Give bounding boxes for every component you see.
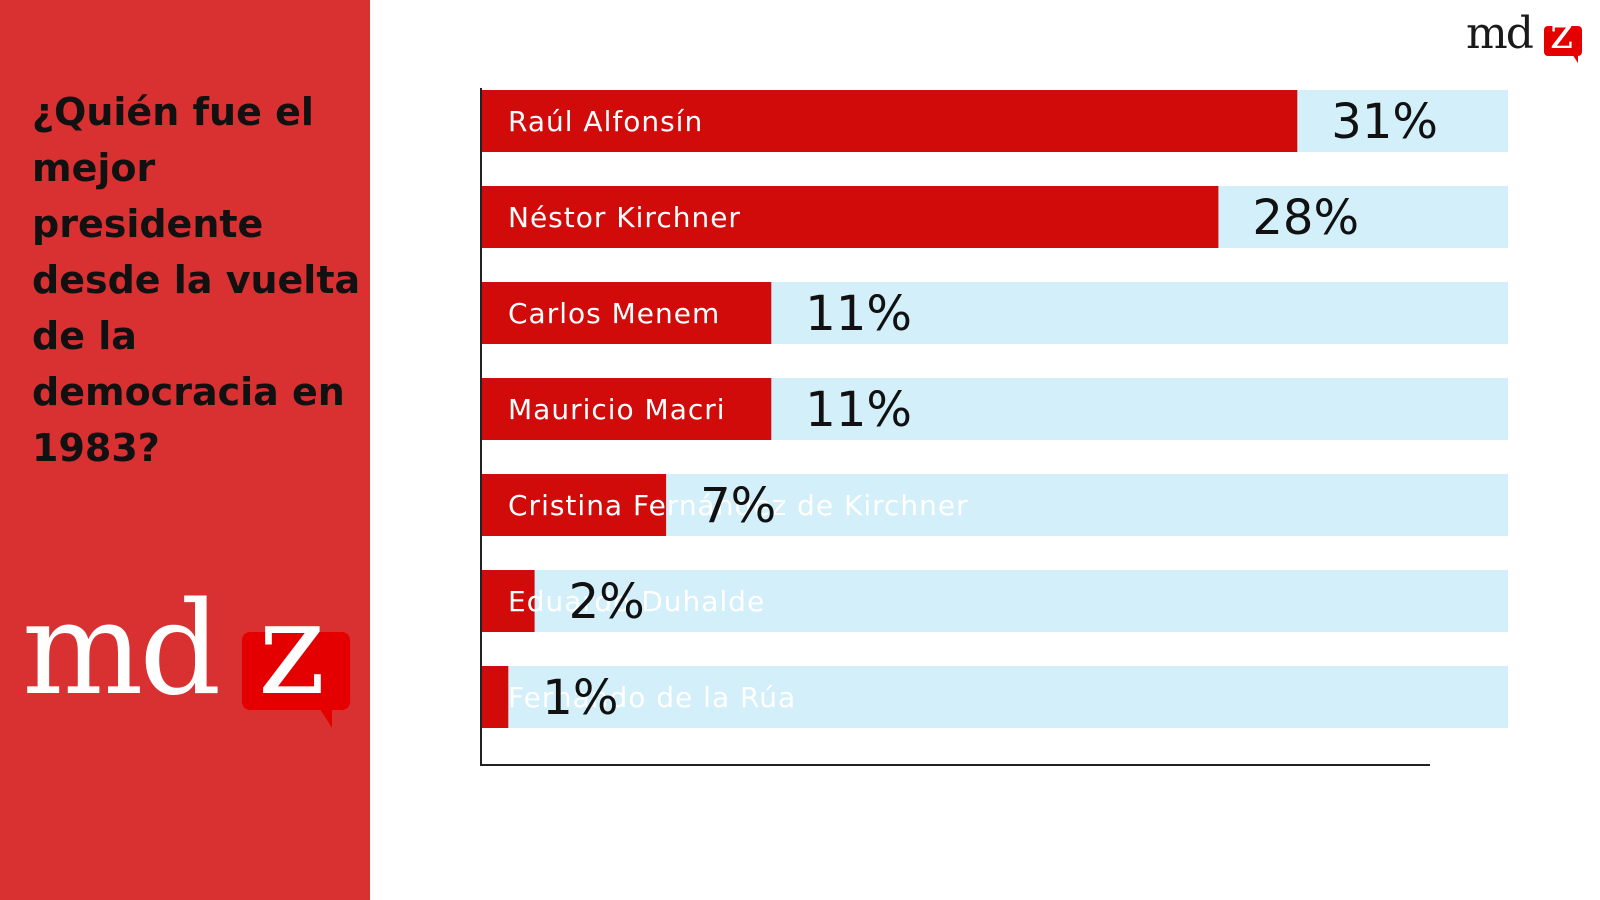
bar-value-label: 31% [1331, 94, 1438, 150]
bar-value-label: 11% [805, 382, 912, 438]
mdz-logo-small-z-text: z [1550, 8, 1574, 59]
bar-value-label: 11% [805, 286, 912, 342]
bar-value-label: 1% [542, 670, 618, 726]
mdz-logo-large: md z [22, 575, 362, 740]
bar-track [482, 570, 1508, 632]
mdz-logo-small-bubble [1544, 26, 1582, 56]
bar-category-label: Néstor Kirchner [508, 201, 741, 234]
mdz-logo-md-text: md [22, 575, 221, 724]
bar-category-label: Eduardo Duhalde [508, 585, 765, 618]
bar-chart-svg: Raúl Alfonsín 31% Néstor Kirchner 28% Carlos… [480, 88, 1508, 766]
bar-category-label: Fernando de la Rúa [508, 681, 796, 714]
mdz-logo-bubble-tail [304, 706, 332, 728]
bar-value-label: 2% [569, 574, 645, 630]
bar-track [482, 666, 1508, 728]
mdz-logo-small: md z [1466, 12, 1586, 68]
question-title: ¿Quién fue el mejor presidente desde la … [32, 90, 361, 470]
mdz-logo-small-md-text: md [1466, 8, 1534, 59]
bar-value-label: 28% [1252, 190, 1359, 246]
bar [482, 378, 772, 440]
bar-category-label: Raúl Alfonsín [508, 105, 703, 138]
side-panel: ¿Quién fue el mejor presidente desde la … [0, 0, 370, 900]
bar [482, 570, 535, 632]
bar [482, 90, 1298, 152]
mdz-logo-z-text: z [258, 575, 326, 724]
mdz-logo-bubble [242, 632, 350, 710]
bar [482, 282, 772, 344]
bar-category-label: Cristina Fernández de Kirchner [508, 489, 969, 522]
mdz-logo-small-bubble-tail [1566, 54, 1578, 63]
bar-chart: Raúl Alfonsín 31% Néstor Kirchner 28% Carlos… [480, 88, 1510, 768]
bar [482, 186, 1219, 248]
bar [482, 666, 509, 728]
bar-category-label: Carlos Menem [508, 297, 720, 330]
bar-value-label: 7% [700, 478, 776, 534]
bar-category-label: Mauricio Macri [508, 393, 726, 426]
bar [482, 474, 667, 536]
